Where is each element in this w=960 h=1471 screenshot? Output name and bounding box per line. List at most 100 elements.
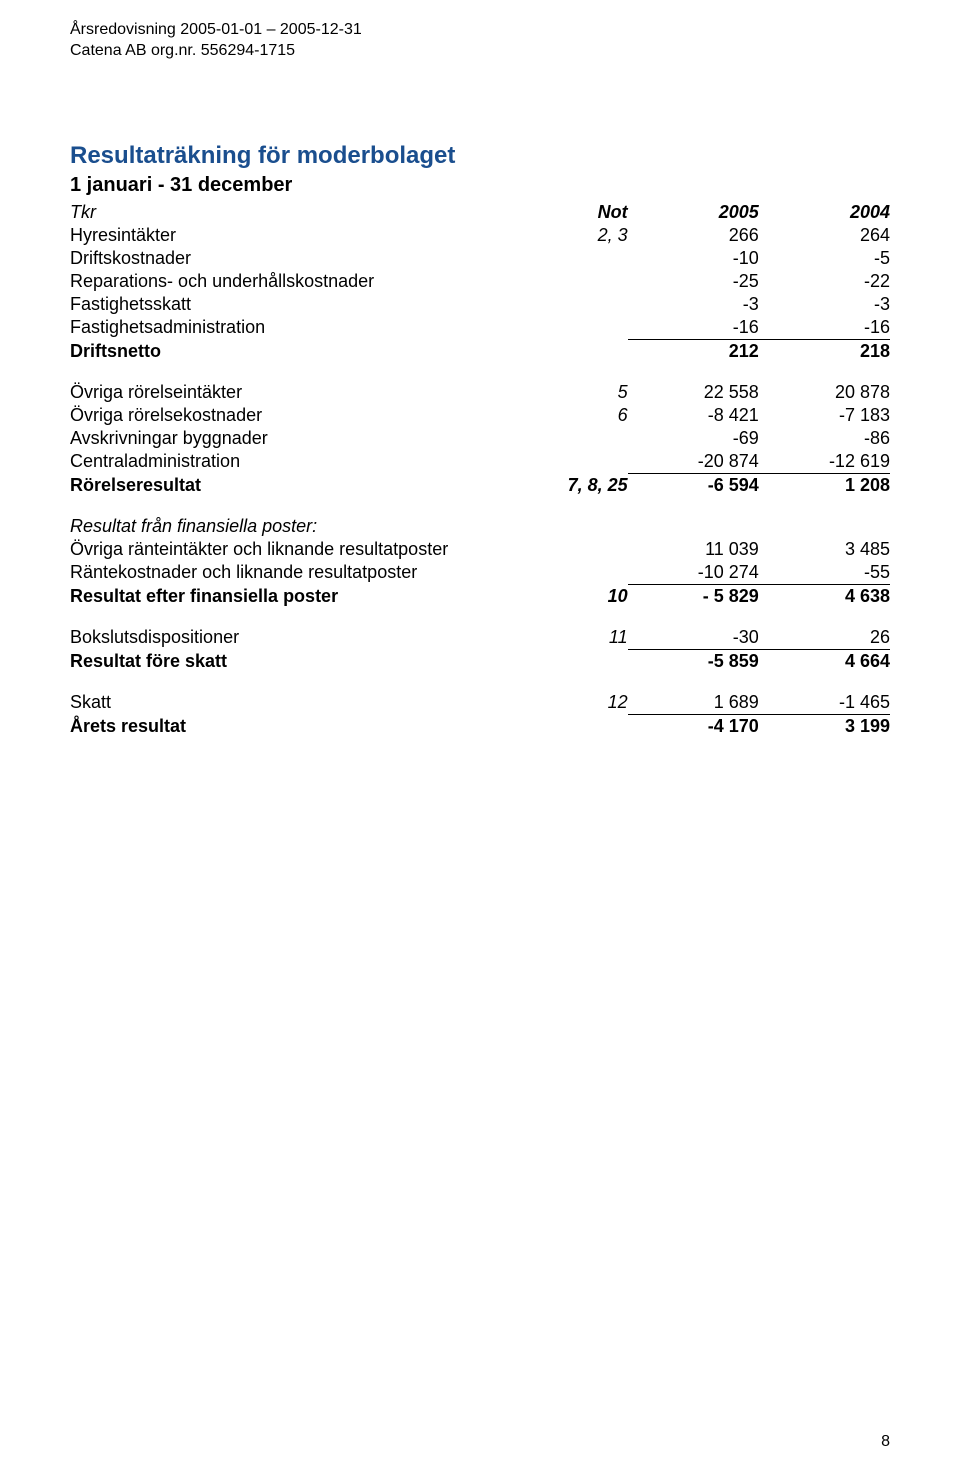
row-val-b: -12 619 xyxy=(759,450,890,474)
row-val-a: -25 xyxy=(628,270,759,293)
row-label: Skatt xyxy=(70,691,546,715)
table-row: Resultat från finansiella poster: xyxy=(70,515,890,538)
table-row: Driftsnetto 212 218 xyxy=(70,339,890,363)
row-label: Rörelseresultat xyxy=(70,473,546,497)
row-val-b: 3 199 xyxy=(759,714,890,738)
table-row: Resultat före skatt -5 859 4 664 xyxy=(70,649,890,673)
row-val-a: -16 xyxy=(628,316,759,340)
row-note xyxy=(546,561,628,585)
table-row: Övriga ränteintäkter och liknande result… xyxy=(70,538,890,561)
row-val-b: -7 183 xyxy=(759,404,890,427)
table-row: Hyresintäkter 2, 3 266 264 xyxy=(70,224,890,247)
row-note xyxy=(546,293,628,316)
row-label: Fastighetsadministration xyxy=(70,316,546,340)
table-row: Fastighetsadministration -16 -16 xyxy=(70,316,890,340)
row-note xyxy=(546,538,628,561)
row-val-b: 3 485 xyxy=(759,538,890,561)
table-row: Rörelseresultat 7, 8, 25 -6 594 1 208 xyxy=(70,473,890,497)
col-year-2: 2004 xyxy=(759,201,890,224)
row-val-b xyxy=(759,515,890,538)
row-val-a: -8 421 xyxy=(628,404,759,427)
row-note: 5 xyxy=(546,381,628,404)
row-label: Räntekostnader och liknande resultatpost… xyxy=(70,561,546,585)
row-val-b: 218 xyxy=(759,339,890,363)
row-val-a: 1 689 xyxy=(628,691,759,715)
page-number: 8 xyxy=(881,1433,890,1451)
income-statement-table: Tkr Not 2005 2004 Hyresintäkter 2, 3 266… xyxy=(70,201,890,738)
table-row: Reparations- och underhållskostnader -25… xyxy=(70,270,890,293)
row-label: Hyresintäkter xyxy=(70,224,546,247)
report-title: Resultaträkning för moderbolaget xyxy=(70,142,890,170)
row-note: 6 xyxy=(546,404,628,427)
row-label: Resultat efter finansiella poster xyxy=(70,584,546,608)
row-label: Övriga ränteintäkter och liknande result… xyxy=(70,538,546,561)
main-content: Resultaträkning för moderbolaget 1 janua… xyxy=(0,62,960,738)
row-val-a: -5 859 xyxy=(628,649,759,673)
row-label: Övriga rörelseintäkter xyxy=(70,381,546,404)
table-row: Årets resultat -4 170 3 199 xyxy=(70,714,890,738)
row-val-a: 22 558 xyxy=(628,381,759,404)
row-note xyxy=(546,247,628,270)
row-val-a: -4 170 xyxy=(628,714,759,738)
row-val-b: 1 208 xyxy=(759,473,890,497)
row-val-a: -3 xyxy=(628,293,759,316)
row-val-b: 264 xyxy=(759,224,890,247)
table-row: Övriga rörelseintäkter 5 22 558 20 878 xyxy=(70,381,890,404)
col-not-label: Not xyxy=(546,201,628,224)
row-val-a: -6 594 xyxy=(628,473,759,497)
row-val-b: 4 638 xyxy=(759,584,890,608)
row-note: 10 xyxy=(546,584,628,608)
page-header: Årsredovisning 2005-01-01 – 2005-12-31 C… xyxy=(0,0,960,62)
header-line-1: Årsredovisning 2005-01-01 – 2005-12-31 xyxy=(70,20,890,41)
table-row: Resultat efter finansiella poster 10 - 5… xyxy=(70,584,890,608)
row-val-a: -30 xyxy=(628,626,759,650)
row-label: Driftskostnader xyxy=(70,247,546,270)
col-tkr-label: Tkr xyxy=(70,201,546,224)
row-val-b: -1 465 xyxy=(759,691,890,715)
spacer-row xyxy=(70,363,890,381)
row-val-a: - 5 829 xyxy=(628,584,759,608)
header-line-2: Catena AB org.nr. 556294-1715 xyxy=(70,41,890,62)
row-label: Årets resultat xyxy=(70,714,546,738)
row-label: Centraladministration xyxy=(70,450,546,474)
row-note xyxy=(546,649,628,673)
row-val-a: 11 039 xyxy=(628,538,759,561)
row-val-b: 26 xyxy=(759,626,890,650)
row-val-a xyxy=(628,515,759,538)
row-val-b: -5 xyxy=(759,247,890,270)
table-row: Bokslutsdispositioner 11 -30 26 xyxy=(70,626,890,650)
row-label: Bokslutsdispositioner xyxy=(70,626,546,650)
table-row: Skatt 12 1 689 -1 465 xyxy=(70,691,890,715)
row-note: 11 xyxy=(546,626,628,650)
row-label: Övriga rörelsekostnader xyxy=(70,404,546,427)
row-val-b: -3 xyxy=(759,293,890,316)
row-val-a: 266 xyxy=(628,224,759,247)
row-val-a: 212 xyxy=(628,339,759,363)
row-note xyxy=(546,427,628,450)
row-note xyxy=(546,450,628,474)
row-note xyxy=(546,316,628,340)
table-row: Övriga rörelsekostnader 6 -8 421 -7 183 xyxy=(70,404,890,427)
row-note xyxy=(546,270,628,293)
row-val-a: -10 xyxy=(628,247,759,270)
report-subtitle: 1 januari - 31 december xyxy=(70,174,890,197)
row-label: Avskrivningar byggnader xyxy=(70,427,546,450)
table-row: Räntekostnader och liknande resultatpost… xyxy=(70,561,890,585)
row-note: 2, 3 xyxy=(546,224,628,247)
col-year-1: 2005 xyxy=(628,201,759,224)
spacer-row xyxy=(70,673,890,691)
row-val-b: 20 878 xyxy=(759,381,890,404)
row-val-a: -10 274 xyxy=(628,561,759,585)
row-note xyxy=(546,339,628,363)
row-val-b: -16 xyxy=(759,316,890,340)
row-note xyxy=(546,714,628,738)
row-label: Resultat från finansiella poster: xyxy=(70,515,546,538)
row-label: Resultat före skatt xyxy=(70,649,546,673)
table-row: Driftskostnader -10 -5 xyxy=(70,247,890,270)
row-label: Driftsnetto xyxy=(70,339,546,363)
row-val-b: 4 664 xyxy=(759,649,890,673)
row-note: 7, 8, 25 xyxy=(546,473,628,497)
table-row: Centraladministration -20 874 -12 619 xyxy=(70,450,890,474)
spacer-row xyxy=(70,608,890,626)
row-note: 12 xyxy=(546,691,628,715)
